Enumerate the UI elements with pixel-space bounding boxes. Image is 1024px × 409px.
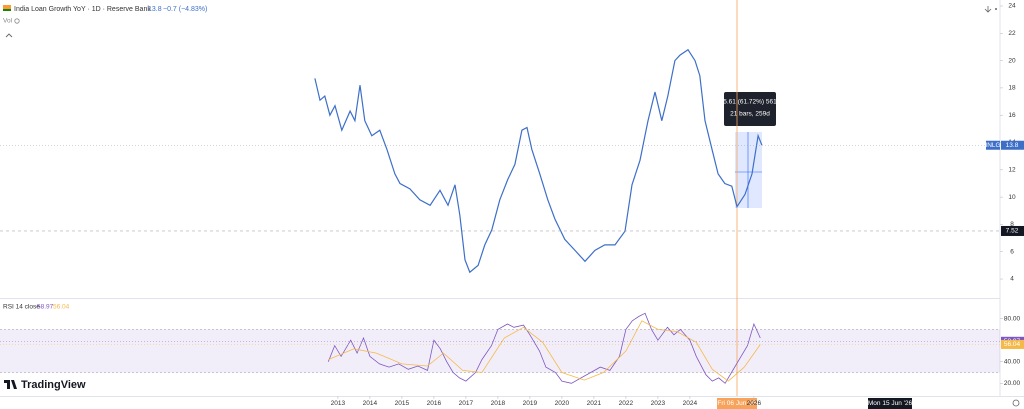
y-tick-label: 40.00: [1004, 358, 1021, 365]
value-tag: [1001, 140, 1024, 150]
x-tick-label: 2015: [395, 400, 410, 407]
series-line: [328, 320, 761, 382]
y-tick-label: 4: [1010, 276, 1014, 283]
rsi-band: [0, 329, 1000, 373]
y-tick-label: 20: [1008, 57, 1016, 64]
x-tick-label: 2026: [747, 400, 762, 407]
x-tick-label: 2021: [587, 400, 602, 407]
header-button[interactable]: [984, 6, 992, 13]
y-tick-label: 18: [1008, 85, 1016, 92]
y-tick-label: 12: [1008, 167, 1016, 174]
value-tag-label: 13.8: [1006, 142, 1019, 149]
series-line: [327, 312, 761, 384]
value-tag: [1001, 339, 1024, 349]
y-tick-label: 10: [1008, 194, 1016, 201]
y-tick-label: 22: [1008, 30, 1016, 37]
x-tick-label: 2020: [555, 400, 570, 407]
visibility-icon[interactable]: [14, 18, 20, 24]
y-tick-label: 20.00: [1004, 380, 1021, 387]
symbol-tag-label: INLG: [985, 142, 1000, 149]
time-end-tag: [868, 398, 912, 409]
vol-label[interactable]: Vol: [3, 18, 13, 25]
symbol-title[interactable]: India Loan Growth YoY · 1D · Reserve Ban…: [14, 6, 151, 13]
x-tick-label: 2019: [523, 400, 538, 407]
y-tick-label: 6: [1010, 248, 1014, 255]
value-tag-label: 56.04: [1004, 341, 1021, 348]
flag-icon: [3, 5, 11, 11]
last-price: 13.8: [148, 6, 162, 13]
y-tick-label: 8: [1010, 221, 1014, 228]
x-tick-label: 2014: [363, 400, 378, 407]
time-cursor-tag: [717, 398, 757, 409]
time-cursor-label: Fri 06 Jun '25: [717, 400, 757, 407]
settings-icon[interactable]: [1012, 399, 1020, 407]
indicator-title: RSI 14 close: [3, 304, 40, 311]
x-tick-label: 2013: [331, 400, 346, 407]
x-tick-label: 2016: [427, 400, 442, 407]
price-change: −0.7 (−4.83%): [163, 6, 207, 13]
measure-box: [735, 132, 762, 208]
x-tick-label: 2018: [491, 400, 506, 407]
crosshair-label: 7.52: [1006, 228, 1019, 235]
symbol-tag: [986, 140, 1000, 150]
y-tick-label: 80.00: [1004, 315, 1021, 322]
time-end-label: Mon 15 Jun '26: [868, 400, 913, 407]
x-tick-label: 2017: [459, 400, 474, 407]
crosshair-tag: [1001, 225, 1024, 236]
measure-tooltip: [724, 92, 776, 126]
menu-icon[interactable]: [995, 8, 997, 10]
logo: TradingView: [21, 379, 86, 391]
indicator-value: 58.97: [37, 304, 54, 311]
measure-text: 21 bars, 259d: [730, 111, 770, 118]
x-tick-label: 2022: [619, 400, 634, 407]
collapse-icon[interactable]: [5, 33, 13, 38]
measure-text: 5.61 (61.72%) 561: [723, 99, 777, 106]
y-tick-label: 16: [1008, 112, 1016, 119]
flag-icon-stripe: [3, 9, 11, 11]
y-tick-label: 24: [1008, 3, 1016, 10]
indicator-value: 56.04: [53, 304, 70, 311]
series-line: [314, 48, 763, 274]
logo-icon: [4, 380, 17, 389]
x-tick-label: 2024: [683, 400, 698, 407]
x-tick-label: 2023: [651, 400, 666, 407]
